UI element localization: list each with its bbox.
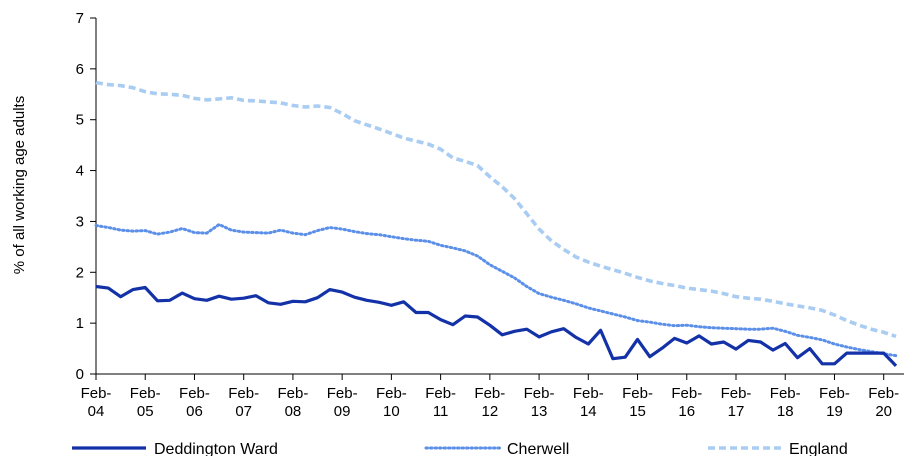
x-tick-label: Feb-09	[327, 385, 358, 420]
y-tick-label: 2	[76, 264, 84, 281]
x-tick-label: Feb-19	[819, 385, 850, 420]
y-tick-label: 6	[76, 61, 84, 78]
y-tick-label: 5	[76, 112, 84, 129]
x-axis: Feb-04 Feb-05 Feb-06 Feb-07 Feb-08 Feb-09 Feb-…	[81, 373, 904, 420]
y-tick-label: 4	[76, 163, 84, 180]
x-tick-label: Feb-15	[622, 385, 653, 420]
x-tick-label: Feb-08	[278, 385, 309, 420]
x-tick-label: Feb-11	[425, 385, 456, 420]
legend-label: England	[789, 441, 848, 456]
plot-area	[94, 80, 898, 368]
y-axis: 0 1 2 3 4 5 6 7	[76, 10, 97, 383]
x-tick-label: Feb-14	[573, 385, 604, 420]
y-tick-label: 0	[76, 366, 84, 383]
legend-label: Deddington Ward	[154, 441, 278, 456]
legend: Deddington Ward Cherwell England	[72, 441, 848, 456]
x-tick-label: Feb-05	[130, 385, 161, 420]
x-tick-label: Feb-04	[81, 385, 112, 420]
y-tick-label: 7	[76, 10, 84, 27]
x-tick-label: Feb-20	[868, 385, 899, 420]
y-tick-label: 3	[76, 213, 84, 230]
series-line-england	[95, 80, 897, 339]
y-tick-label: 1	[76, 315, 84, 332]
x-tick-label: Feb-18	[770, 385, 801, 420]
series-line-deddington-ward	[95, 284, 898, 368]
x-tick-label: Feb-17	[721, 385, 752, 420]
x-tick-label: Feb-12	[474, 385, 505, 420]
legend-label: Cherwell	[507, 441, 569, 456]
x-tick-label: Feb-10	[376, 385, 407, 420]
y-axis-label: % of all working age adults	[11, 96, 28, 274]
x-tick-label: Feb-13	[524, 385, 555, 420]
x-tick-label: Feb-16	[671, 385, 702, 420]
x-tick-label: Feb-06	[179, 385, 210, 420]
series-line-cherwell	[94, 223, 898, 358]
x-tick-label: Feb-07	[228, 385, 259, 420]
